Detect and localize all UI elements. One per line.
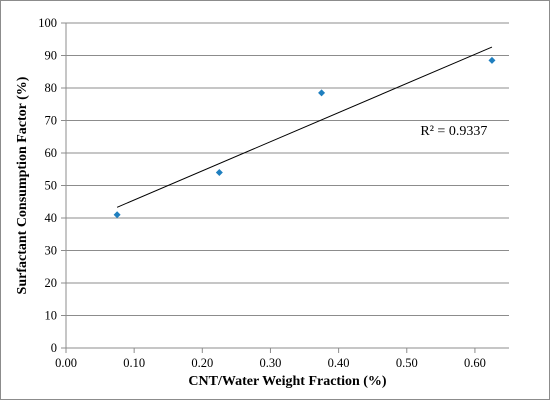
y-tick-labels: 0 10 20 30 40 50 60 70 80 90 100 (38, 16, 57, 355)
y-tick-label: 30 (45, 244, 58, 258)
x-tick-label: 0.50 (396, 356, 418, 370)
x-axis-title: CNT/Water Weight Fraction (%) (188, 374, 387, 389)
gridlines (66, 22, 509, 316)
data-point (215, 169, 223, 176)
y-tick-label: 60 (45, 146, 58, 160)
trendline (116, 46, 493, 208)
y-tick-label: 40 (45, 211, 58, 225)
x-tick-label: 0.20 (191, 356, 213, 370)
y-tick-label: 0 (51, 341, 57, 355)
data-points (113, 56, 496, 219)
y-axis-title: Surfactant Consumption Factor (%) (15, 76, 30, 294)
y-tick-label: 90 (45, 49, 58, 63)
y-tick-label: 10 (45, 309, 58, 323)
y-tick-label: 80 (45, 81, 58, 95)
trendline-layer (116, 46, 493, 208)
x-tick-label: 0.30 (260, 356, 282, 370)
r-squared-label: R² = 0.9337 (420, 124, 487, 139)
y-tick-label: 50 (45, 179, 58, 193)
x-tick-label: 0.40 (328, 356, 350, 370)
annotations: R² = 0.9337 (420, 124, 487, 139)
y-tick-label: 20 (45, 276, 58, 290)
data-point (488, 56, 496, 64)
data-point (318, 89, 326, 97)
x-tick-label: 0.10 (123, 356, 145, 370)
data-point (113, 211, 121, 219)
x-tick-label: 0.00 (55, 356, 77, 370)
y-tick-label: 100 (38, 16, 57, 30)
y-tick-label: 70 (45, 114, 58, 128)
axes (61, 22, 509, 353)
x-tick-label: 0.60 (464, 356, 486, 370)
x-tick-labels: 0.00 0.10 0.20 0.30 0.40 0.50 0.60 (55, 356, 486, 370)
